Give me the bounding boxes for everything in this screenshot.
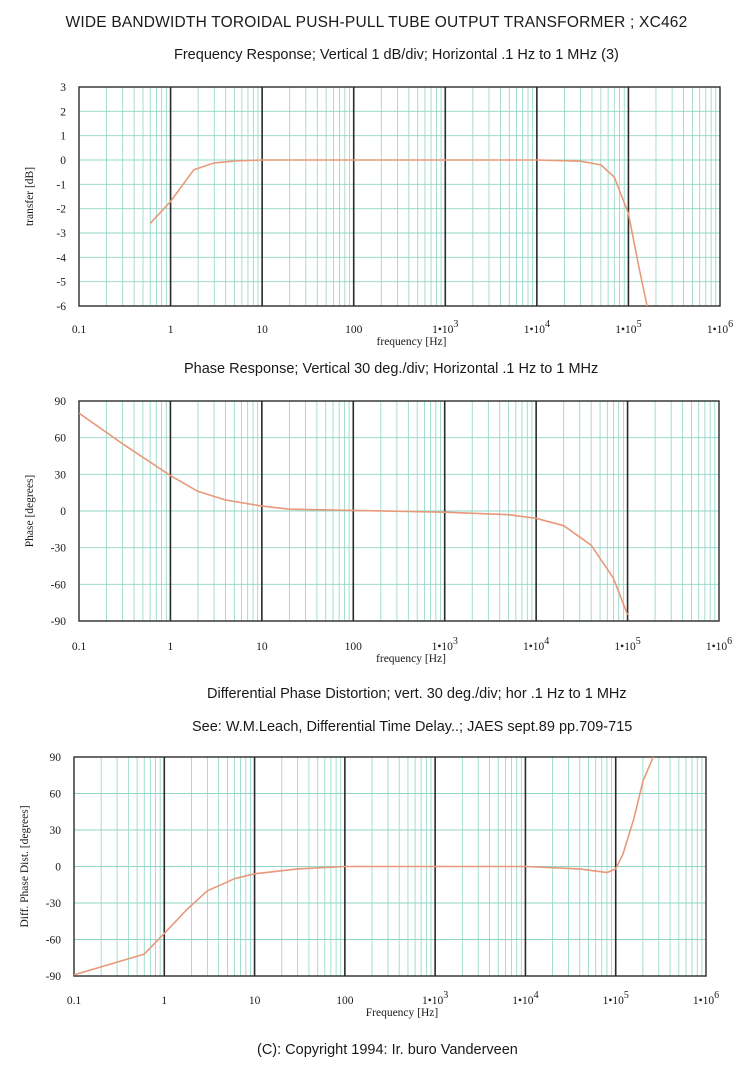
chart-2-x-tick-label: 1•103 <box>432 636 458 653</box>
chart-1-x-tick-label: 1•103 <box>432 319 458 336</box>
chart-3-y-axis-label: Diff. Phase Dist. [degrees] <box>19 805 31 927</box>
chart-3-series-line <box>74 756 654 976</box>
chart-2-x-tick-label: 100 <box>345 641 363 653</box>
chart-2-x-tick-label: 10 <box>256 641 268 653</box>
chart-2: 90 60 30 0 -30 -60 -90 0.1 1 10 100 1•103 1•104 1•105… <box>24 396 732 665</box>
chart-2-plot-frame <box>78 400 720 622</box>
chart-2-y-axis-label: Phase [degrees] <box>24 475 36 547</box>
chart-2-x-tick-label: 1•106 <box>706 636 732 653</box>
chart-2-y-tick-label: 0 <box>60 506 66 518</box>
chart-2-y-tick-label: 90 <box>55 396 67 408</box>
chart-1-y-tick-label: 0 <box>60 155 66 167</box>
chart-3-y-tick-label: 90 <box>50 752 62 764</box>
chart-1-y-tick-label: -5 <box>56 277 66 289</box>
chart-2-y-tick-label: 60 <box>55 433 67 445</box>
chart-3-y-tick-label: 0 <box>55 862 61 874</box>
chart-1-x-tick-label: 0.1 <box>72 324 87 336</box>
chart-3: 90 60 30 0 -30 -60 -90 0.1 1 10 100 1•103 1•104 1•105… <box>19 752 719 1019</box>
chart-2-title: Phase Response; Vertical 30 deg./div; Ho… <box>184 361 599 377</box>
page-title: WIDE BANDWIDTH TOROIDAL PUSH-PULL TUBE O… <box>65 14 688 31</box>
chart-1-y-tick-label: -2 <box>56 204 66 216</box>
chart-3-y-tick-label: 60 <box>50 789 62 801</box>
chart-3-x-axis-label: Frequency [Hz] <box>366 1007 438 1019</box>
chart-3-title: Differential Phase Distortion; vert. 30 … <box>207 686 627 702</box>
chart-1-x-axis-label: frequency [Hz] <box>377 336 447 348</box>
chart-3-x-tick-label: 1•106 <box>693 990 719 1007</box>
chart-1-x-tick-label: 1 <box>168 324 174 336</box>
chart-1-y-tick-label: -6 <box>56 301 66 313</box>
chart-2-x-axis-label: frequency [Hz] <box>376 653 446 665</box>
chart-1-y-tick-label: -4 <box>56 252 66 264</box>
chart-3-x-tick-label: 0.1 <box>67 995 82 1007</box>
chart-3-x-tick-label: 1 <box>161 995 167 1007</box>
chart-3-subtitle: See: W.M.Leach, Differential Time Delay.… <box>192 719 633 735</box>
chart-3-x-tick-label: 10 <box>249 995 261 1007</box>
chart-1-y-tick-label: -1 <box>56 179 66 191</box>
chart-1-x-tick-label: 1•106 <box>707 319 733 336</box>
chart-1-x-tick-label: 100 <box>345 324 363 336</box>
chart-2-x-tick-label: 0.1 <box>72 641 87 653</box>
chart-2-x-tick-label: 1•104 <box>523 636 549 653</box>
chart-1-y-tick-label: 2 <box>60 106 66 118</box>
chart-1-title: Frequency Response; Vertical 1 dB/div; H… <box>174 47 619 63</box>
chart-3-y-tick-label: -90 <box>46 971 62 983</box>
chart-3-y-tick-label: -60 <box>46 935 62 947</box>
chart-2-series-line <box>79 412 629 616</box>
chart-2-y-tick-label: -60 <box>51 579 67 591</box>
chart-2-x-tick-label: 1•105 <box>614 636 640 653</box>
chart-2-y-tick-label: 30 <box>55 469 67 481</box>
chart-2-y-tick-label: -90 <box>51 616 67 628</box>
chart-2-y-tick-label: -30 <box>51 543 67 555</box>
chart-3-y-tick-label: 30 <box>50 825 62 837</box>
chart-1-y-tick-label: -3 <box>56 228 66 240</box>
chart-1-y-tick-label: 3 <box>60 82 66 94</box>
chart-1-x-tick-label: 1•104 <box>524 319 550 336</box>
chart-1-y-axis-label: transfer [dB] <box>24 167 36 226</box>
chart-2-x-tick-label: 1 <box>168 641 174 653</box>
chart-1-y-tick-label: 1 <box>60 131 66 143</box>
chart-1-series-line <box>149 159 648 307</box>
chart-3-x-tick-label: 1•105 <box>603 990 629 1007</box>
chart-1-plot-frame <box>78 86 721 307</box>
chart-3-x-tick-label: 1•104 <box>512 990 538 1007</box>
chart-3-x-tick-label: 100 <box>336 995 354 1007</box>
chart-3-plot-frame <box>73 756 707 977</box>
chart-3-x-tick-label: 1•103 <box>422 990 448 1007</box>
chart-1-x-tick-label: 10 <box>256 324 268 336</box>
copyright-text: (C): Copyright 1994: Ir. buro Vanderveen <box>257 1042 518 1058</box>
chart-1-x-tick-label: 1•105 <box>615 319 641 336</box>
chart-3-y-tick-label: -30 <box>46 898 62 910</box>
